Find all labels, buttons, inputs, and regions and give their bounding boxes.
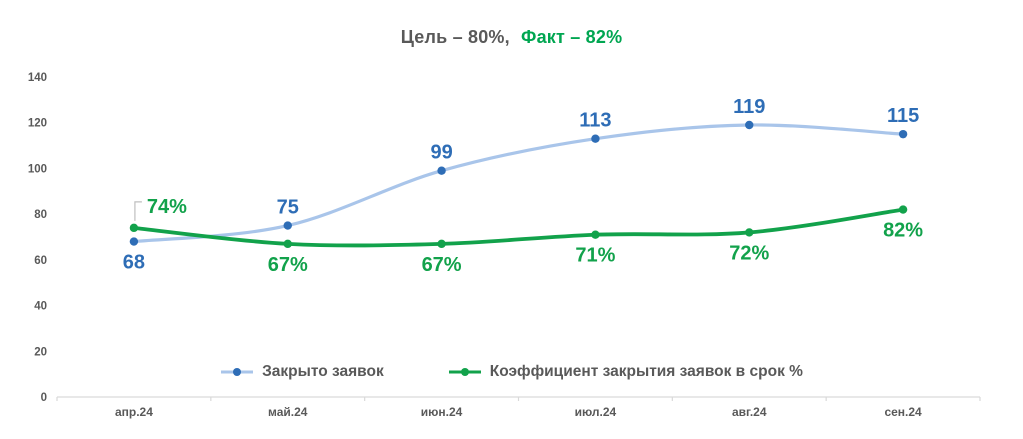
data-point-marker-on-time-ratio [591, 230, 600, 239]
y-axis-label: 140 [28, 72, 47, 84]
y-axis-label: 40 [34, 301, 47, 313]
y-axis-label: 20 [34, 346, 47, 358]
data-point-marker-closed-requests [898, 129, 908, 139]
data-label-on-time-ratio: 74% [147, 196, 187, 218]
data-label-closed-requests: 119 [733, 96, 765, 118]
legend-label-on-time-ratio: Коэффициент закрытия заявок в срок % [489, 363, 803, 380]
series-line-on-time-ratio [132, 207, 905, 248]
x-axis-label: июн.24 [421, 405, 463, 419]
callout-leader-line [134, 201, 142, 221]
x-axis-label: июл.24 [575, 405, 617, 419]
x-axis-label: апр.24 [115, 405, 153, 419]
y-axis-label: 60 [34, 255, 47, 267]
chart-title-goal: Цель – 80%, [400, 27, 510, 47]
data-point-marker-on-time-ratio [129, 223, 139, 233]
data-label-on-time-ratio: 67% [422, 254, 462, 276]
data-point-marker-on-time-ratio [283, 239, 292, 249]
data-point-marker-closed-requests [591, 134, 600, 143]
data-label-closed-requests: 99 [430, 142, 452, 164]
data-point-marker-closed-requests [437, 166, 446, 175]
data-point-marker-closed-requests [283, 221, 292, 230]
data-point-marker-on-time-ratio [898, 205, 908, 214]
legend-line-dot-icon [221, 368, 254, 376]
x-axis-label: авг.24 [732, 405, 767, 419]
data-label-on-time-ratio: 71% [575, 245, 615, 267]
data-label-closed-requests: 115 [887, 105, 919, 127]
y-axis-label: 100 [28, 163, 47, 175]
y-axis-label: 120 [28, 118, 47, 130]
data-label-on-time-ratio: 67% [268, 254, 308, 276]
legend-item-on-time-ratio: Коэффициент закрытия заявок в срок % [448, 363, 803, 381]
x-axis-label: май.24 [268, 405, 308, 419]
x-axis-label: сен.24 [884, 405, 922, 419]
data-point-marker-closed-requests [129, 237, 139, 246]
y-axis-label: 80 [34, 209, 47, 221]
chart-title: Цель – 80%, Факт – 82% [0, 27, 1023, 48]
legend-label-closed-requests: Закрыто заявок [262, 363, 384, 380]
data-label-closed-requests: 75 [277, 197, 299, 219]
data-point-marker-closed-requests [745, 120, 754, 130]
data-label-on-time-ratio: 72% [729, 242, 769, 264]
legend-item-closed-requests: Закрыто заявок [220, 363, 384, 381]
data-label-closed-requests: 113 [579, 110, 611, 132]
chart-legend: Закрыто заявок Коэффициент закрытия заяв… [0, 363, 1023, 381]
series-line-closed-requests [132, 123, 905, 244]
data-label-closed-requests: 68 [123, 252, 145, 274]
data-point-marker-on-time-ratio [745, 228, 754, 237]
data-point-marker-on-time-ratio [437, 239, 446, 249]
chart-title-fact: Факт – 82% [521, 27, 623, 47]
y-axis-label: 0 [41, 392, 47, 404]
data-label-on-time-ratio: 82% [883, 220, 923, 242]
legend-line-dot-icon [448, 368, 481, 376]
